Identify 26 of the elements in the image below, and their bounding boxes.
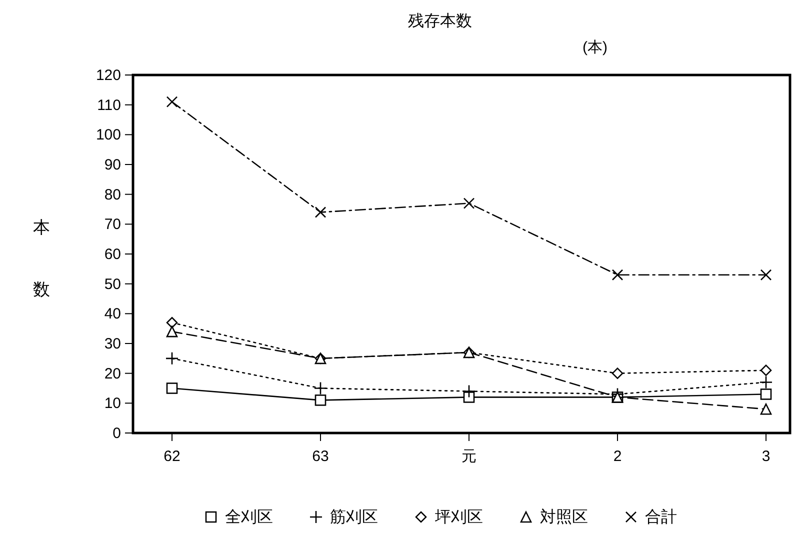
y-tick-label: 40 bbox=[104, 306, 121, 323]
y-tick-label: 110 bbox=[97, 96, 121, 114]
x-tick-label: 62 bbox=[164, 448, 180, 465]
legend-label: 坪刈区 bbox=[434, 509, 483, 526]
y-tick-label: 70 bbox=[104, 216, 121, 234]
y-tick-label: 80 bbox=[104, 186, 121, 204]
y-tick-label: 90 bbox=[104, 156, 121, 174]
legend-label: 全刈区 bbox=[225, 509, 273, 526]
x-tick-label: 3 bbox=[762, 448, 770, 465]
y-tick-label: 60 bbox=[104, 246, 121, 263]
y-tick-label: 30 bbox=[104, 336, 121, 352]
y-tick-label: 50 bbox=[104, 276, 121, 293]
legend-label: 筋刈区 bbox=[330, 509, 378, 526]
y-tick-label: 20 bbox=[104, 365, 121, 382]
x-tick-label: 63 bbox=[312, 448, 329, 465]
x-tick-label: 2 bbox=[613, 448, 622, 465]
y-axis-title: 本数 bbox=[32, 205, 52, 329]
y-tick-label: 100 bbox=[96, 126, 121, 144]
text: (本) bbox=[582, 39, 608, 56]
x-tick-label: 元 bbox=[462, 448, 476, 465]
chart-title: 残存本数 bbox=[408, 12, 472, 30]
y-tick-label: 10 bbox=[104, 395, 121, 412]
legend-label: 合計 bbox=[645, 508, 677, 526]
y-tick-label: 120 bbox=[96, 67, 121, 84]
y-tick-label: 0 bbox=[112, 425, 121, 442]
legend-label: 対照区 bbox=[540, 508, 588, 526]
